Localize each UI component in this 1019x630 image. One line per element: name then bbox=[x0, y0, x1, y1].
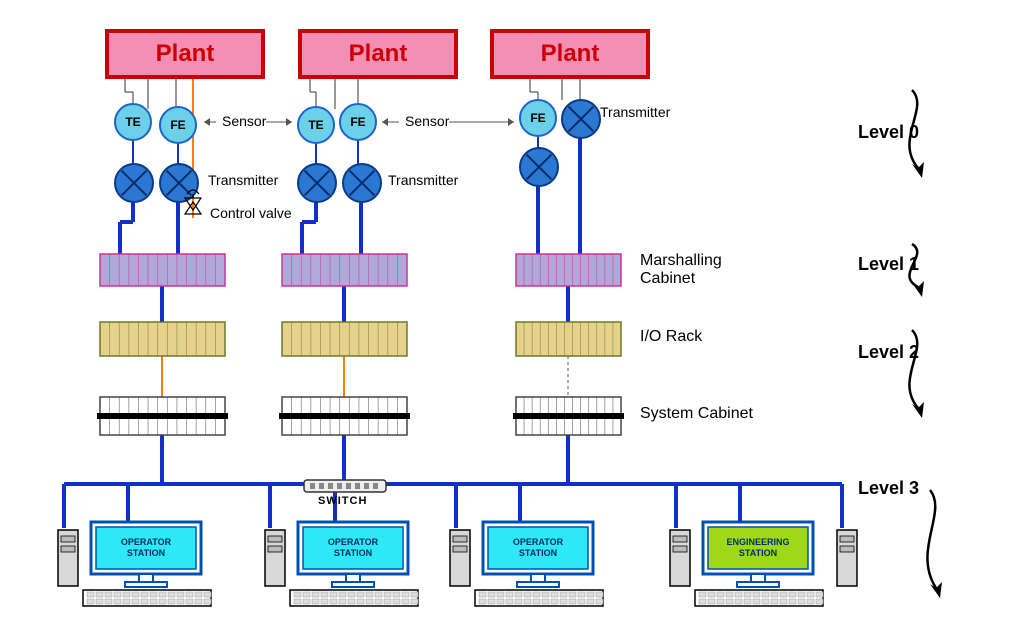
transmitter-label: Transmitter bbox=[600, 104, 670, 120]
sensor-te: TE bbox=[308, 118, 323, 132]
level-0-label: Level 0 bbox=[858, 122, 919, 143]
svg-text:OPERATOR: OPERATOR bbox=[513, 537, 564, 547]
plant-box: Plant bbox=[298, 29, 458, 79]
transmitter-label: Transmitter bbox=[208, 172, 278, 188]
sensor-fe: FE bbox=[350, 115, 365, 129]
svg-text:OPERATOR: OPERATOR bbox=[328, 537, 379, 547]
level-2-label: Level 2 bbox=[858, 342, 919, 363]
svg-text:STATION: STATION bbox=[127, 548, 165, 558]
switch-label: SWITCH bbox=[318, 495, 367, 507]
iorack-label: I/O Rack bbox=[640, 328, 702, 346]
plant-box: Plant bbox=[105, 29, 265, 79]
plant-box: Plant bbox=[490, 29, 650, 79]
sensor-fe: FE bbox=[170, 118, 185, 132]
marshalling-label: Marshalling Cabinet bbox=[640, 252, 770, 288]
svg-text:ENGINEERING: ENGINEERING bbox=[726, 537, 789, 547]
sensor-fe: FE bbox=[530, 111, 545, 125]
sensor-label: Sensor bbox=[222, 113, 266, 129]
syscab-label: System Cabinet bbox=[640, 405, 753, 423]
transmitter-label: Transmitter bbox=[388, 172, 458, 188]
level-1-label: Level 1 bbox=[858, 254, 919, 275]
sensor-te: TE bbox=[125, 115, 140, 129]
svg-text:OPERATOR: OPERATOR bbox=[121, 537, 172, 547]
svg-text:STATION: STATION bbox=[334, 548, 372, 558]
svg-text:STATION: STATION bbox=[739, 548, 777, 558]
level-3-label: Level 3 bbox=[858, 478, 919, 499]
sensor-label: Sensor bbox=[405, 113, 449, 129]
svg-text:STATION: STATION bbox=[519, 548, 557, 558]
control-valve-label: Control valve bbox=[210, 205, 292, 221]
